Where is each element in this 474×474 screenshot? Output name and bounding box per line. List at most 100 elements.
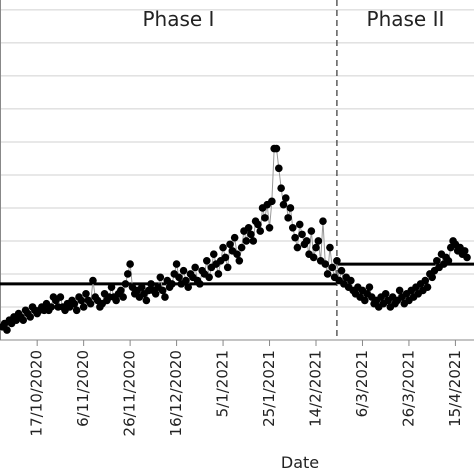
data-point: [298, 230, 306, 239]
data-point: [360, 296, 369, 305]
data-point: [223, 263, 232, 272]
data-point: [286, 204, 295, 212]
phase-label: Phase I: [142, 7, 214, 31]
data-point: [347, 276, 355, 285]
data-point: [381, 289, 390, 298]
data-point: [26, 313, 35, 321]
data-point: [86, 299, 95, 308]
data-point: [82, 289, 90, 298]
data-point: [221, 253, 230, 262]
data-point: [307, 227, 316, 235]
data-point: [233, 250, 241, 258]
data-point: [244, 223, 253, 232]
data-point: [395, 286, 404, 295]
data-point: [444, 256, 453, 265]
data-point: [161, 293, 169, 301]
data-point: [156, 273, 165, 282]
data-point: [179, 266, 188, 275]
data-point: [265, 223, 274, 232]
data-point: [261, 214, 269, 222]
data-point: [247, 230, 255, 239]
data-point: [333, 256, 341, 265]
data-point: [191, 263, 199, 272]
data-point: [123, 270, 132, 278]
data-point: [295, 220, 304, 229]
data-point: [309, 253, 318, 262]
data-point: [107, 283, 116, 291]
x-axis-title: Date: [281, 453, 319, 472]
data-point: [226, 240, 234, 249]
data-point: [275, 164, 283, 173]
data-point: [281, 194, 290, 202]
data-point: [293, 243, 302, 252]
data-point: [277, 184, 285, 192]
data-point: [202, 256, 211, 265]
data-point: [121, 280, 130, 288]
data-point: [302, 237, 311, 245]
data-point: [463, 253, 471, 262]
data-point: [237, 243, 246, 252]
data-point: [168, 280, 176, 288]
data-point: [214, 270, 223, 278]
x-tick-label: 6/3/2021: [353, 350, 371, 417]
x-tick-label: 17/10/2020: [28, 350, 46, 436]
data-point: [126, 260, 134, 268]
data-point: [142, 296, 151, 305]
x-tick-label: 26/11/2020: [121, 350, 139, 436]
phase-label: Phase II: [367, 7, 445, 31]
data-point: [77, 296, 86, 305]
data-point: [147, 280, 155, 288]
x-tick-label: 16/12/2020: [167, 350, 185, 436]
data-point: [272, 144, 281, 153]
data-point: [365, 283, 374, 291]
data-point: [319, 217, 327, 225]
x-tick-label: 25/1/2021: [260, 350, 278, 427]
data-point: [326, 243, 334, 252]
data-point: [79, 303, 88, 311]
data-point: [209, 250, 218, 258]
x-tick-label: 5/1/2021: [214, 350, 232, 417]
data-point: [56, 293, 65, 301]
data-point: [172, 260, 181, 268]
x-tick-label: 15/4/2021: [446, 350, 464, 427]
data-point: [182, 276, 190, 285]
data-point: [284, 214, 292, 222]
data-point: [175, 273, 183, 282]
data-point: [89, 276, 97, 285]
data-point: [70, 299, 79, 308]
data-point: [151, 289, 160, 298]
data-point: [19, 316, 28, 324]
data-point: [242, 237, 251, 245]
data-point: [117, 286, 125, 295]
data-point: [421, 276, 430, 285]
data-point: [254, 220, 262, 229]
data-point: [337, 266, 346, 275]
data-point: [323, 270, 332, 278]
data-point: [279, 200, 288, 209]
data-point: [321, 260, 330, 268]
data-point: [235, 256, 244, 265]
data-point: [3, 326, 11, 334]
data-point: [256, 227, 265, 235]
data-point: [112, 296, 120, 305]
data-point: [249, 237, 258, 245]
x-tick-label: 6/11/2020: [74, 350, 92, 427]
data-point: [314, 237, 323, 245]
data-point: [184, 283, 193, 291]
data-point: [219, 243, 227, 252]
x-tick-label: 14/2/2021: [307, 350, 325, 427]
data-point: [137, 283, 146, 291]
data-point: [328, 263, 337, 272]
data-point: [268, 197, 276, 206]
data-point: [196, 280, 204, 288]
data-point: [312, 243, 320, 252]
data-point: [423, 283, 432, 291]
data-point: [158, 286, 167, 295]
data-point: [288, 223, 297, 232]
data-point: [72, 306, 81, 315]
data-point: [291, 233, 299, 242]
data-point: [428, 273, 436, 282]
data-point: [433, 256, 441, 265]
data-point: [460, 247, 469, 255]
